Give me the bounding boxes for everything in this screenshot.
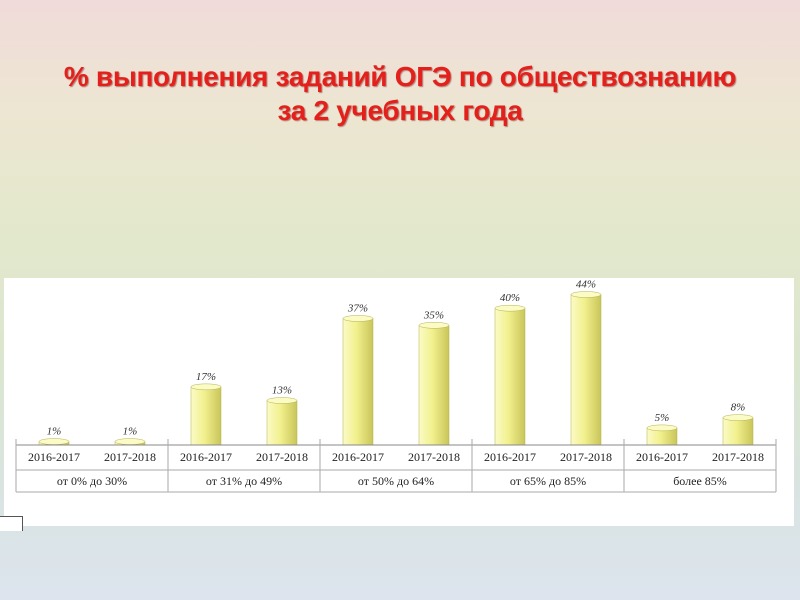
bar-top [114,438,146,445]
bar-body [722,417,754,446]
bar-body [494,307,526,446]
bar-body [418,325,450,446]
data-label: 37% [347,302,368,314]
bar [494,304,526,446]
category-tick-label: 2016-2017 [332,450,384,464]
category-tick-label: 2017-2018 [104,450,156,464]
data-label: 40% [500,292,520,304]
bar [646,424,678,446]
bar-top [266,397,298,404]
bar-body [266,400,298,446]
data-label: 13% [272,385,292,397]
data-label: 1% [123,426,138,438]
bar-top [646,424,678,432]
bar [418,322,450,446]
bar-body [190,386,222,446]
bar-top [418,322,450,329]
title-line-2: за 2 учебных года [277,95,523,126]
data-label: 5% [655,412,670,424]
bar-top [570,291,602,298]
chart-panel: 1% 2016-2017 1% 2017-2018 17% 2016-2017 13% 201… [4,278,794,526]
bar [114,438,146,446]
bar-body [570,294,602,446]
category-tick-label: 2016-2017 [636,450,688,464]
bar-top [494,304,526,312]
bar-top [38,438,70,445]
category-tick-label: 2017-2018 [256,450,308,464]
category-tick-label: 2017-2018 [560,450,612,464]
bar-top [342,315,374,322]
data-label: 35% [423,309,444,321]
bar-top [722,414,754,421]
group-label: от 0% до 30% [57,474,127,488]
group-label: от 50% до 64% [358,474,434,488]
category-tick-label: 2016-2017 [180,450,232,464]
bar [722,414,754,446]
page-title: % выполнения заданий ОГЭ по обществознан… [0,60,800,128]
title-line-1: % выполнения заданий ОГЭ по обществознан… [63,61,737,92]
bar [266,397,298,446]
bar [342,315,374,446]
bar-body [342,318,374,446]
bar [570,291,602,446]
data-label: 44% [576,279,596,291]
bar-top [190,383,222,391]
data-label: 8% [731,402,746,414]
group-label: от 65% до 85% [510,474,586,488]
bar [190,383,222,446]
category-tick-label: 2017-2018 [712,450,764,464]
category-tick-label: 2016-2017 [484,450,536,464]
category-tick-label: 2017-2018 [408,450,460,464]
group-label: от 31% до 49% [206,474,282,488]
corner-frame [0,516,23,531]
group-label: более 85% [673,474,727,488]
data-label: 17% [196,371,216,383]
data-label: 1% [47,426,62,438]
bar [38,438,70,446]
category-tick-label: 2016-2017 [28,450,80,464]
bar-chart: 1% 2016-2017 1% 2017-2018 17% 2016-2017 13% 201… [15,279,777,493]
